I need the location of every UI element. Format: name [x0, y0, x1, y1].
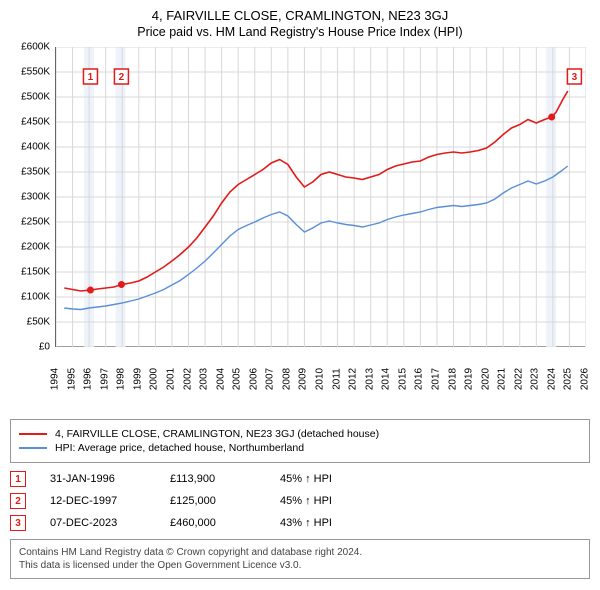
legend-item: 4, FAIRVILLE CLOSE, CRAMLINGTON, NE23 3G… — [19, 428, 581, 440]
x-tick-label: 2006 — [248, 368, 259, 390]
y-tick-label: £350K — [21, 167, 50, 178]
legend-swatch — [19, 447, 47, 449]
y-tick-label: £0 — [39, 342, 50, 353]
x-tick-label: 2024 — [546, 368, 557, 390]
marker-price: £125,000 — [170, 495, 280, 507]
footer-line: This data is licensed under the Open Gov… — [19, 559, 581, 572]
marker-price: £460,000 — [170, 517, 280, 529]
chart-area: £0 £50K £100K £150K £200K £250K £300K £350K £400… — [10, 47, 590, 417]
x-tick-label: 2015 — [397, 368, 408, 390]
y-tick-label: £150K — [21, 267, 50, 278]
marker-row: 2 12-DEC-1997 £125,000 45% ↑ HPI — [10, 493, 590, 509]
x-tick-label: 2008 — [281, 368, 292, 390]
y-tick-label: £250K — [21, 217, 50, 228]
y-tick-label: £50K — [27, 317, 50, 328]
footer-note: Contains HM Land Registry data © Crown c… — [10, 539, 590, 579]
title-main: 4, FAIRVILLE CLOSE, CRAMLINGTON, NE23 3G… — [10, 8, 590, 23]
x-tick-label: 2020 — [480, 368, 491, 390]
x-tick-label: 2017 — [430, 368, 441, 390]
x-tick-label: 2011 — [331, 368, 342, 390]
svg-text:3: 3 — [572, 72, 578, 83]
x-tick-label: 2014 — [381, 368, 392, 390]
title-sub: Price paid vs. HM Land Registry's House … — [10, 25, 590, 39]
marker-pct: 45% ↑ HPI — [280, 473, 332, 485]
legend: 4, FAIRVILLE CLOSE, CRAMLINGTON, NE23 3G… — [10, 419, 590, 463]
svg-text:1: 1 — [88, 72, 94, 83]
legend-swatch — [19, 433, 47, 435]
x-tick-label: 2000 — [149, 368, 160, 390]
y-tick-label: £400K — [21, 142, 50, 153]
y-tick-label: £600K — [21, 42, 50, 53]
legend-item: HPI: Average price, detached house, Nort… — [19, 442, 581, 454]
marker-badge: 3 — [10, 515, 26, 531]
x-tick-label: 1999 — [132, 368, 143, 390]
x-tick-label: 2005 — [232, 368, 243, 390]
marker-date: 31-JAN-1996 — [50, 473, 170, 485]
x-tick-label: 2013 — [364, 368, 375, 390]
chart-container: 4, FAIRVILLE CLOSE, CRAMLINGTON, NE23 3G… — [0, 0, 600, 589]
marker-date: 07-DEC-2023 — [50, 517, 170, 529]
x-tick-label: 2009 — [298, 368, 309, 390]
y-tick-label: £200K — [21, 242, 50, 253]
x-tick-label: 2021 — [497, 368, 508, 390]
svg-text:2: 2 — [119, 72, 125, 83]
x-tick-label: 1996 — [83, 368, 94, 390]
x-tick-label: 2016 — [414, 368, 425, 390]
x-tick-label: 2019 — [464, 368, 475, 390]
marker-pct: 45% ↑ HPI — [280, 495, 332, 507]
x-tick-label: 2007 — [265, 368, 276, 390]
x-tick-label: 2018 — [447, 368, 458, 390]
x-tick-label: 1995 — [66, 368, 77, 390]
y-tick-label: £550K — [21, 67, 50, 78]
x-tick-label: 2025 — [563, 368, 574, 390]
plot-area: 1 2 3 — [55, 47, 585, 347]
title-block: 4, FAIRVILLE CLOSE, CRAMLINGTON, NE23 3G… — [10, 8, 590, 39]
y-tick-label: £300K — [21, 192, 50, 203]
y-tick-label: £500K — [21, 92, 50, 103]
x-tick-label: 2004 — [215, 368, 226, 390]
legend-label: HPI: Average price, detached house, Nort… — [55, 442, 304, 454]
marker-table: 1 31-JAN-1996 £113,900 45% ↑ HPI 2 12-DE… — [10, 471, 590, 531]
x-tick-label: 2003 — [199, 368, 210, 390]
marker-row: 1 31-JAN-1996 £113,900 45% ↑ HPI — [10, 471, 590, 487]
x-tick-label: 1998 — [116, 368, 127, 390]
x-axis: 1994199519961997199819992000200120022003… — [55, 351, 585, 411]
marker-badge: 1 — [10, 471, 26, 487]
y-tick-label: £450K — [21, 117, 50, 128]
x-tick-label: 2023 — [530, 368, 541, 390]
x-tick-label: 2001 — [165, 368, 176, 390]
x-tick-label: 2026 — [580, 368, 591, 390]
marker-badge: 2 — [10, 493, 26, 509]
footer-line: Contains HM Land Registry data © Crown c… — [19, 546, 581, 559]
legend-label: 4, FAIRVILLE CLOSE, CRAMLINGTON, NE23 3G… — [55, 428, 379, 440]
x-tick-label: 1994 — [50, 368, 61, 390]
x-tick-label: 2002 — [182, 368, 193, 390]
marker-row: 3 07-DEC-2023 £460,000 43% ↑ HPI — [10, 515, 590, 531]
marker-pct: 43% ↑ HPI — [280, 517, 332, 529]
marker-date: 12-DEC-1997 — [50, 495, 170, 507]
x-tick-label: 2010 — [315, 368, 326, 390]
y-tick-label: £100K — [21, 292, 50, 303]
plot-svg: 1 2 3 — [56, 47, 586, 347]
x-tick-label: 2022 — [513, 368, 524, 390]
y-axis: £0£50K£100K£150K£200K£250K£300K£350K£400… — [10, 47, 52, 347]
x-tick-label: 2012 — [348, 368, 359, 390]
x-tick-label: 1997 — [99, 368, 110, 390]
marker-price: £113,900 — [170, 473, 280, 485]
